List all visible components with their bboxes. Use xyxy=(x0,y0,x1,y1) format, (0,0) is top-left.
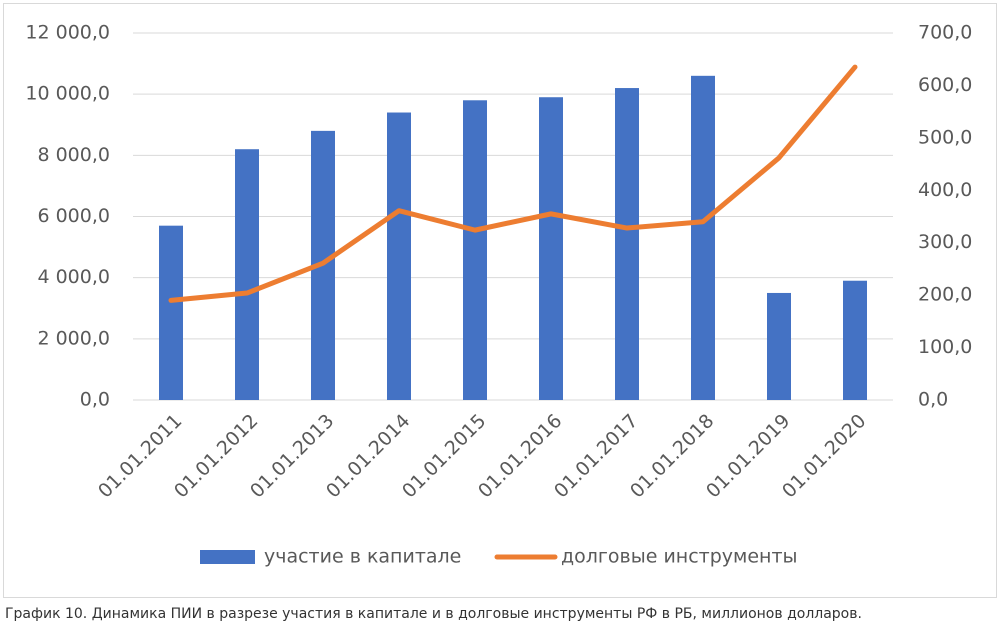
y2-tick-label: 100,0 xyxy=(918,336,972,358)
line xyxy=(168,64,858,303)
bar xyxy=(615,88,639,401)
y2-tick-label: 0,0 xyxy=(918,389,948,411)
y-tick-label: 2 000,0 xyxy=(37,327,110,349)
bar xyxy=(691,75,715,401)
y-tick-label: 12 000,0 xyxy=(25,22,110,44)
bar xyxy=(767,292,791,400)
y2-tick-label: 300,0 xyxy=(918,231,972,253)
bar xyxy=(539,97,563,400)
legend-label: участие в капитале xyxy=(264,546,461,568)
y2-tick-label: 600,0 xyxy=(918,74,972,96)
y2-tick-label: 700,0 xyxy=(918,22,972,44)
y-tick-label: 8 000,0 xyxy=(37,144,110,166)
y2-tick-label: 400,0 xyxy=(918,179,972,201)
y2-tick-label: 500,0 xyxy=(918,126,972,148)
caption: График 10. Динамика ПИИ в разрезе участи… xyxy=(5,606,862,622)
y-tick-label: 4 000,0 xyxy=(37,266,110,288)
y-tick-label: 6 000,0 xyxy=(37,205,110,227)
legend-label: долговые инструменты xyxy=(561,546,798,568)
legend-swatch xyxy=(200,550,255,564)
y2-tick-label: 200,0 xyxy=(918,284,972,306)
bar xyxy=(387,112,411,401)
bar xyxy=(463,100,487,401)
bar xyxy=(159,225,183,400)
y-tick-label: 10 000,0 xyxy=(25,83,110,105)
bar xyxy=(843,280,867,400)
y-tick-label: 0,0 xyxy=(80,389,110,411)
bar xyxy=(235,149,259,400)
